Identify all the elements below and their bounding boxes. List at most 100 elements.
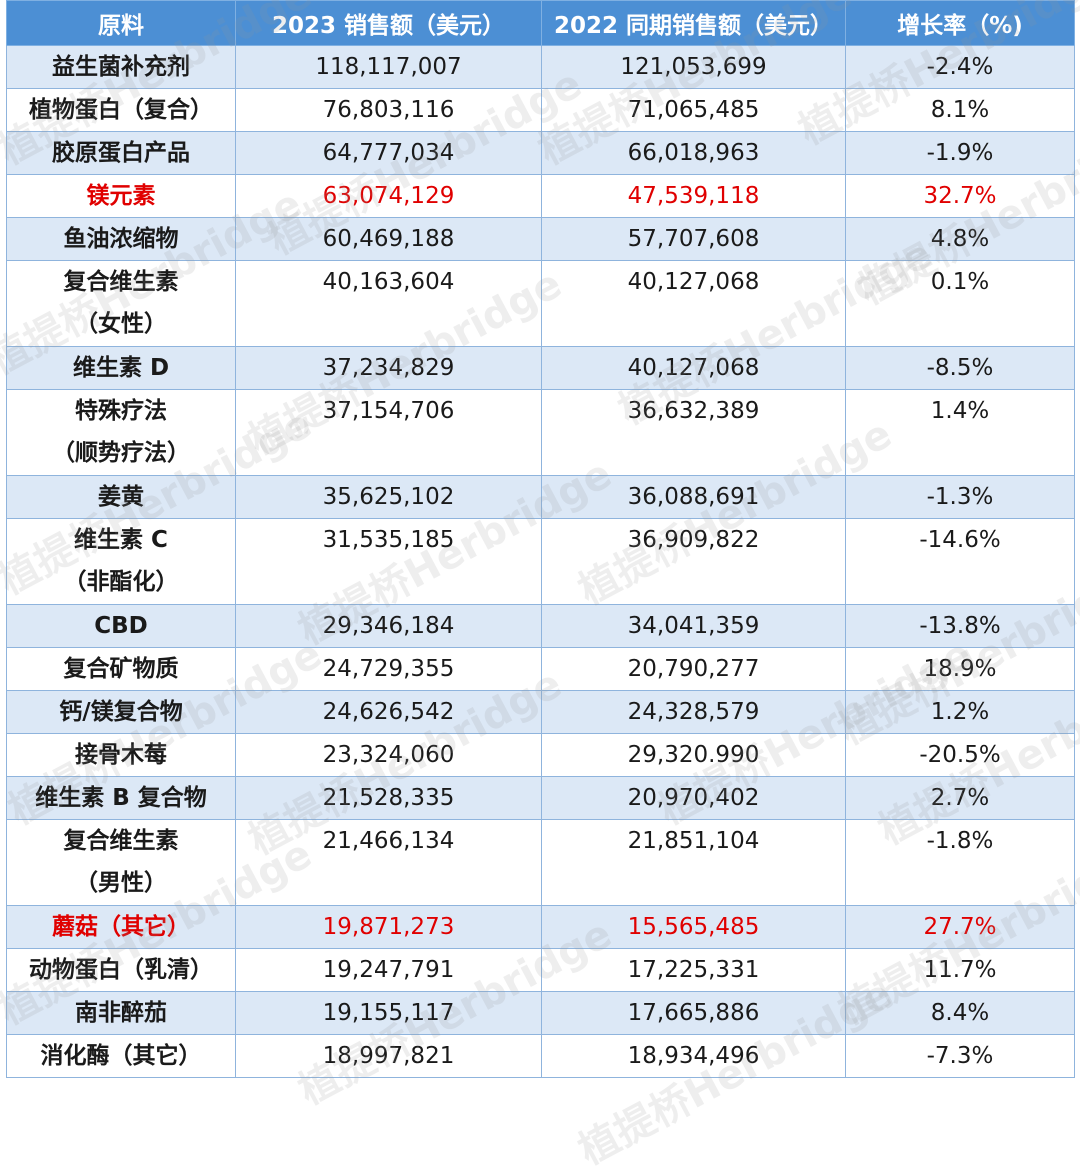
header-sales-2022: 2022 同期销售额（美元） [541,0,846,46]
sales-2022-cell: 66,018,963 [541,131,846,175]
ingredient-name: 复合矿物质 [6,647,236,691]
growth-cell: 27.7% [845,905,1075,949]
ingredient-name-line: 维生素 B 复合物 [35,785,207,811]
ingredient-name: 蘑菇（其它） [6,905,236,949]
growth-cell: -7.3% [845,1034,1075,1078]
ingredient-name-line: 复合维生素 [63,269,179,295]
header-sales-2023: 2023 销售额（美元） [235,0,542,46]
sales-2023-cell: 40,163,604 [235,260,542,347]
sales-2022-cell: 21,851,104 [541,819,846,906]
sales-2023-cell: 29,346,184 [235,604,542,648]
ingredient-name: 益生菌补充剂 [6,45,236,89]
ingredient-name-line: 益生菌补充剂 [52,54,190,80]
sales-2022-cell: 24,328,579 [541,690,846,734]
ingredient-name: 姜黄 [6,475,236,519]
ingredient-name: 接骨木莓 [6,733,236,777]
growth-cell: 1.4% [845,389,1075,476]
sales-2023-cell: 64,777,034 [235,131,542,175]
ingredient-name-line: CBD [94,613,148,639]
sales-2022-cell: 40,127,068 [541,346,846,390]
sales-2023-cell: 24,729,355 [235,647,542,691]
growth-cell: 18.9% [845,647,1075,691]
sales-2022-cell: 47,539,118 [541,174,846,218]
sales-2023-cell: 21,466,134 [235,819,542,906]
ingredient-name: 钙/镁复合物 [6,690,236,734]
sales-2023-cell: 19,247,791 [235,948,542,992]
sales-table: 原料 2023 销售额（美元） 2022 同期销售额（美元） 增长率（%) 益生… [6,0,1075,1078]
ingredient-name-line: 南非醉茄 [75,1000,167,1026]
ingredient-name-line: 动物蛋白（乳清） [29,957,213,983]
ingredient-name-line: 复合矿物质 [63,656,179,682]
growth-cell: 2.7% [845,776,1075,820]
ingredient-name-line: 胶原蛋白产品 [52,140,190,166]
sales-2023-cell: 23,324,060 [235,733,542,777]
sales-2023-cell: 60,469,188 [235,217,542,261]
table-row: 镁元素 63,074,129 47,539,118 32.7% [6,174,1075,218]
table-row: 姜黄 35,625,102 36,088,691 -1.3% [6,475,1075,519]
sales-2022-cell: 71,065,485 [541,88,846,132]
ingredient-name-line: （顺势疗法） [52,440,190,466]
growth-cell: -2.4% [845,45,1075,89]
growth-cell: 32.7% [845,174,1075,218]
header-ingredient: 原料 [6,0,236,46]
table-row: 维生素 B 复合物 21,528,335 20,970,402 2.7% [6,776,1075,820]
growth-cell: -20.5% [845,733,1075,777]
sales-2022-cell: 20,970,402 [541,776,846,820]
ingredient-name-line: 植物蛋白（复合） [29,97,213,123]
ingredient-name: 动物蛋白（乳清） [6,948,236,992]
ingredient-name-line: 钙/镁复合物 [59,699,183,725]
growth-cell: -1.3% [845,475,1075,519]
ingredient-name: CBD [6,604,236,648]
growth-cell: -1.8% [845,819,1075,906]
table-row: 南非醉茄 19,155,117 17,665,886 8.4% [6,991,1075,1035]
ingredient-name: 南非醉茄 [6,991,236,1035]
ingredient-name-line: （非酯化） [63,569,179,595]
sales-2022-cell: 57,707,608 [541,217,846,261]
growth-cell: -8.5% [845,346,1075,390]
sales-2022-cell: 29,320.990 [541,733,846,777]
sales-2023-cell: 21,528,335 [235,776,542,820]
sales-2023-cell: 18,997,821 [235,1034,542,1078]
growth-cell: 0.1% [845,260,1075,347]
growth-cell: 11.7% [845,948,1075,992]
sales-2022-cell: 36,088,691 [541,475,846,519]
ingredient-name-line: 姜黄 [98,484,144,510]
growth-cell: 1.2% [845,690,1075,734]
ingredient-name: 鱼油浓缩物 [6,217,236,261]
growth-cell: -14.6% [845,518,1075,605]
table-row: 动物蛋白（乳清） 19,247,791 17,225,331 11.7% [6,948,1075,992]
ingredient-name-line: 复合维生素 [63,828,179,854]
sales-2023-cell: 19,871,273 [235,905,542,949]
ingredient-name: 复合维生素 （女性） [6,260,236,347]
sales-2023-cell: 19,155,117 [235,991,542,1035]
table-row: 复合矿物质 24,729,355 20,790,277 18.9% [6,647,1075,691]
growth-cell: -13.8% [845,604,1075,648]
sales-2022-cell: 40,127,068 [541,260,846,347]
ingredient-name: 维生素 D [6,346,236,390]
growth-cell: -1.9% [845,131,1075,175]
ingredient-name-line: （女性） [75,311,167,337]
ingredient-name-line: 消化酶（其它） [40,1043,202,1069]
table-row: 消化酶（其它） 18,997,821 18,934,496 -7.3% [6,1034,1075,1078]
ingredient-name: 胶原蛋白产品 [6,131,236,175]
ingredient-name-line: 维生素 C [74,527,168,553]
sales-2022-cell: 20,790,277 [541,647,846,691]
sales-2022-cell: 121,053,699 [541,45,846,89]
table-row: 胶原蛋白产品 64,777,034 66,018,963 -1.9% [6,131,1075,175]
table-row: 维生素 D 37,234,829 40,127,068 -8.5% [6,346,1075,390]
ingredient-name-line: 维生素 D [72,355,170,381]
ingredient-name-line: 鱼油浓缩物 [63,226,179,252]
table-row: 鱼油浓缩物 60,469,188 57,707,608 4.8% [6,217,1075,261]
growth-cell: 8.4% [845,991,1075,1035]
ingredient-name-line: 特殊疗法 [75,398,167,424]
sales-2023-cell: 118,117,007 [235,45,542,89]
ingredient-name-line: 蘑菇（其它） [52,914,190,940]
header-row: 原料 2023 销售额（美元） 2022 同期销售额（美元） 增长率（%) [6,0,1075,46]
sales-2022-cell: 34,041,359 [541,604,846,648]
growth-cell: 4.8% [845,217,1075,261]
ingredient-name: 维生素 C （非酯化） [6,518,236,605]
sales-2023-cell: 31,535,185 [235,518,542,605]
ingredient-name: 消化酶（其它） [6,1034,236,1078]
sales-2023-cell: 63,074,129 [235,174,542,218]
sales-2022-cell: 17,665,886 [541,991,846,1035]
